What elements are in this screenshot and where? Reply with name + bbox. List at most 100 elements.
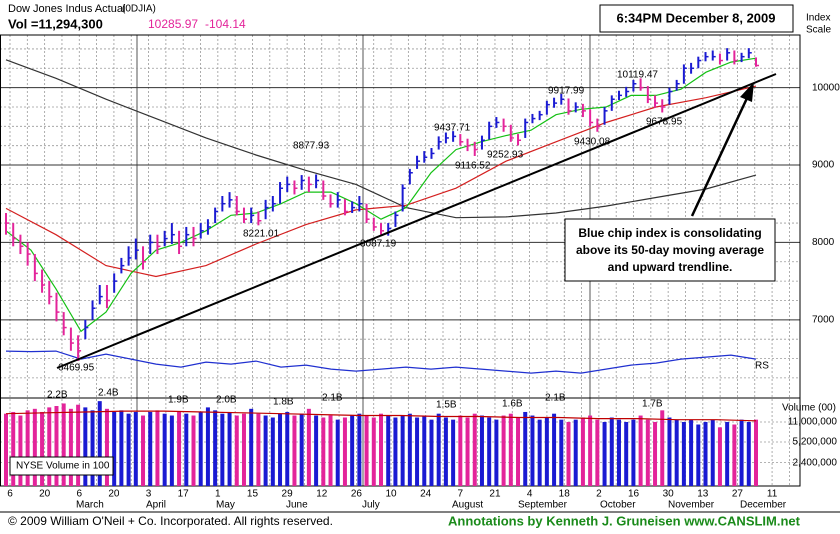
volume-bar [104,408,109,486]
volume-bar [415,417,420,486]
volume-bar [11,411,16,486]
volume-bar [371,417,376,486]
volume-bar [169,415,174,486]
volume-bar [660,410,665,486]
volume-annotation: 1.7B [642,399,663,410]
x-tick-label: 27 [732,489,744,500]
volume-axis-label: Volume (00) [782,403,836,414]
volume-bar [68,408,73,486]
volume-bar [739,419,744,486]
volume-annotation: 1.5B [436,400,457,411]
x-tick-label: 24 [420,489,432,500]
arrow-head [740,82,754,102]
price-label: 9917.99 [548,86,585,97]
volume-bar [674,419,679,486]
volume-bar [552,413,557,486]
volume-bar [285,411,290,486]
volume-bar [133,411,138,486]
axis-label: Index [806,13,830,24]
volume-bar [400,415,405,486]
price-label: 9116.52 [455,161,491,172]
volume-bar [624,421,629,486]
price-label: 9252.93 [487,150,524,161]
price-label: 8221.01 [243,229,280,240]
volume-bar [227,411,232,486]
timestamp-box [599,4,794,33]
volume-bar [667,417,672,486]
price-label: 9437.71 [434,123,471,134]
x-tick-label: 10 [385,489,397,500]
volume-bar [703,421,708,486]
volume-bar [537,419,542,486]
volume-bar [321,417,326,486]
x-month-label: December [740,500,787,511]
x-month-label: July [362,500,380,511]
volume-bar [191,415,196,486]
last-price: 10285.97 [148,17,198,31]
volume-bar [155,410,160,486]
volume-bar [342,417,347,486]
timestamp: 6:34PM December 8, 2009 [617,10,776,25]
price-label: 9678.95 [646,117,683,128]
volume-bar [393,417,398,486]
volume-bar [645,419,650,486]
volume-bar [465,417,470,486]
volume-annotation: 2.0B [216,395,237,406]
volume-bar [328,415,333,486]
x-tick-label: 21 [489,489,501,500]
volume-bar [205,407,210,486]
volume-bar [97,401,102,486]
volume-bar [126,413,131,486]
volume-bar [717,427,722,486]
x-tick-label: 4 [527,489,533,500]
volume-bar [213,410,218,486]
annotation: and upward trendline. [608,260,733,274]
volume-bar [249,408,254,486]
x-tick-label: 6 [76,489,82,500]
volume-bar [198,411,203,486]
plot [4,48,759,486]
x-tick-label: 20 [39,489,51,500]
x-month-label: September [518,500,568,511]
volume-bar [429,419,434,486]
volume-bar [90,410,95,486]
volume-bar [162,413,167,486]
volume-bar [335,419,340,486]
x-tick-label: 18 [559,489,571,500]
volume-bar [602,421,607,486]
volume-bar [653,421,658,486]
line [5,350,757,374]
volume-bar [83,407,88,486]
volume-text: Vol =11,294,300 [8,16,103,31]
x-tick-label: 12 [316,489,328,500]
volume-bar [451,419,456,486]
volume-bar [530,415,535,486]
price-label: 6469.95 [58,363,95,374]
x-month-label: October [600,500,636,511]
x-tick-label: 29 [282,489,294,500]
volume-bar [436,413,441,486]
volume-bar [112,411,117,486]
x-tick-label: 11 [767,489,778,500]
volume-bar [754,419,758,486]
y-tick-label: 7000 [812,314,835,325]
x-tick-label: 6 [7,489,13,500]
volume-annotation: 2.1B [545,393,566,404]
x-tick-label: 17 [178,489,190,500]
x-tick-label: 20 [108,489,120,500]
volume-tick-label: 11,000,000 [788,417,838,428]
volume-bar [616,419,621,486]
volume-bar [631,419,636,486]
volume-bar [494,419,499,486]
volume-annotation: 1.8B [273,397,294,408]
volume-bar [508,413,513,486]
volume-bar [595,419,600,486]
volume-bar [278,413,283,486]
volume-bar [54,406,59,486]
volume-bar [580,417,585,486]
x-tick-label: 16 [628,489,640,500]
line [5,57,757,333]
volume-bar [479,415,484,486]
price-label: 10119.47 [617,70,658,81]
